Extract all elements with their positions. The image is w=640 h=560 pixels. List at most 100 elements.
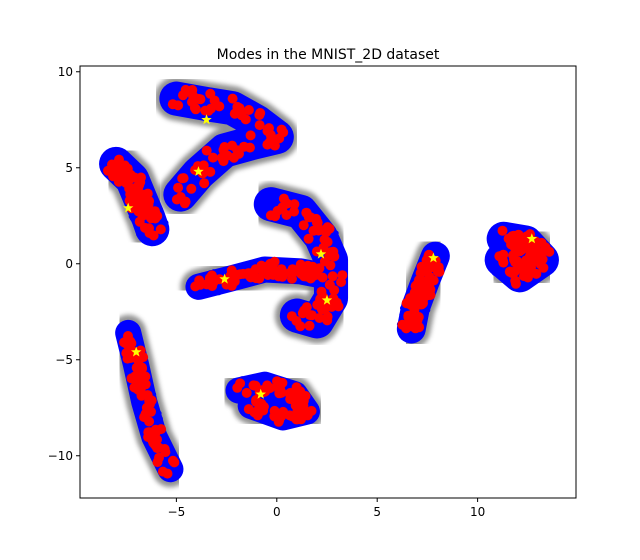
red-marker xyxy=(322,315,333,326)
data-point xyxy=(156,410,162,416)
mode-star xyxy=(219,273,230,284)
red-marker xyxy=(272,376,282,387)
red-marker xyxy=(286,311,297,322)
data-point xyxy=(222,96,228,102)
mode-star xyxy=(321,294,333,305)
red-marker xyxy=(227,140,238,151)
red-marker xyxy=(155,224,166,235)
x-tick-label: 0 xyxy=(273,505,281,519)
red-marker xyxy=(303,233,314,244)
red-marker xyxy=(337,270,348,281)
red-marker xyxy=(121,178,132,188)
data-point xyxy=(139,231,145,237)
data-point xyxy=(499,272,505,278)
red-marker xyxy=(304,320,315,331)
red-marker xyxy=(254,110,265,120)
red-marker xyxy=(121,348,132,359)
red-marker xyxy=(510,257,521,268)
red-marker xyxy=(299,271,310,282)
red-marker xyxy=(409,292,420,303)
data-point xyxy=(236,263,242,270)
red-marker xyxy=(180,196,191,207)
red-marker xyxy=(110,170,121,181)
red-marker xyxy=(173,100,184,111)
data-point xyxy=(333,230,339,236)
x-tick-label: 10 xyxy=(470,505,485,519)
data-point xyxy=(297,216,303,222)
red-marker xyxy=(327,271,338,282)
y-tick-label: −10 xyxy=(48,449,73,463)
red-marker xyxy=(505,266,516,277)
red-marker xyxy=(498,255,508,266)
red-marker xyxy=(209,95,220,106)
red-marker xyxy=(136,172,146,183)
data-point xyxy=(263,414,270,420)
data-point xyxy=(222,111,228,117)
red-marker xyxy=(316,304,327,315)
axes-frame xyxy=(79,65,577,499)
red-marker xyxy=(329,251,340,262)
red-marker xyxy=(314,263,325,274)
red-marker xyxy=(135,383,146,394)
red-marker xyxy=(254,120,265,131)
y-tick-label: 10 xyxy=(58,65,73,79)
red-marker xyxy=(205,166,216,177)
red-marker xyxy=(199,178,210,189)
data-point xyxy=(237,397,244,403)
red-marker xyxy=(316,286,327,297)
red-marker xyxy=(257,264,268,274)
red-marker xyxy=(205,103,216,114)
red-marker xyxy=(269,405,280,416)
data-point xyxy=(157,416,163,422)
y-tick-label: 0 xyxy=(65,257,73,271)
red-marker xyxy=(300,391,311,401)
red-marker xyxy=(526,262,536,273)
data-point xyxy=(169,85,176,91)
red-marker xyxy=(239,141,249,152)
red-marker xyxy=(219,142,230,152)
data-point xyxy=(209,176,215,182)
red-marker xyxy=(114,154,124,165)
x-tick-label: 5 xyxy=(373,505,381,519)
data-point xyxy=(189,177,196,183)
red-marker xyxy=(272,205,283,216)
red-marker xyxy=(240,114,251,125)
red-marker xyxy=(530,243,541,254)
red-marker xyxy=(169,457,180,468)
red-marker xyxy=(144,399,155,410)
red-marker xyxy=(540,242,551,253)
red-marker xyxy=(306,263,317,274)
red-marker xyxy=(173,182,184,193)
red-marker xyxy=(325,260,336,271)
red-marker xyxy=(144,223,154,234)
x-axis: −5 0 5 10 xyxy=(168,498,485,519)
red-marker xyxy=(150,213,161,224)
red-marker xyxy=(266,132,277,143)
red-marker xyxy=(128,183,139,194)
data-point xyxy=(503,280,510,286)
red-marker xyxy=(289,206,299,217)
red-marker xyxy=(313,225,324,236)
red-marker xyxy=(139,412,150,423)
red-marker xyxy=(290,400,301,411)
mode-star xyxy=(123,202,134,213)
red-marker xyxy=(243,105,254,115)
red-marker xyxy=(231,107,242,118)
red-marker xyxy=(251,396,262,407)
y-tick-label: 5 xyxy=(65,161,73,175)
red-marker xyxy=(187,85,198,95)
red-marker xyxy=(157,466,168,477)
data-point xyxy=(216,290,222,296)
data-point xyxy=(133,400,139,407)
y-tick-label: −5 xyxy=(55,353,73,367)
red-marker xyxy=(250,380,261,391)
red-marker xyxy=(130,371,141,382)
data-point xyxy=(314,239,321,245)
data-point xyxy=(199,155,205,161)
red-marker xyxy=(328,299,339,310)
red-marker xyxy=(298,220,309,231)
red-marker xyxy=(144,196,155,206)
red-marker xyxy=(205,273,216,284)
red-marker xyxy=(282,198,293,209)
